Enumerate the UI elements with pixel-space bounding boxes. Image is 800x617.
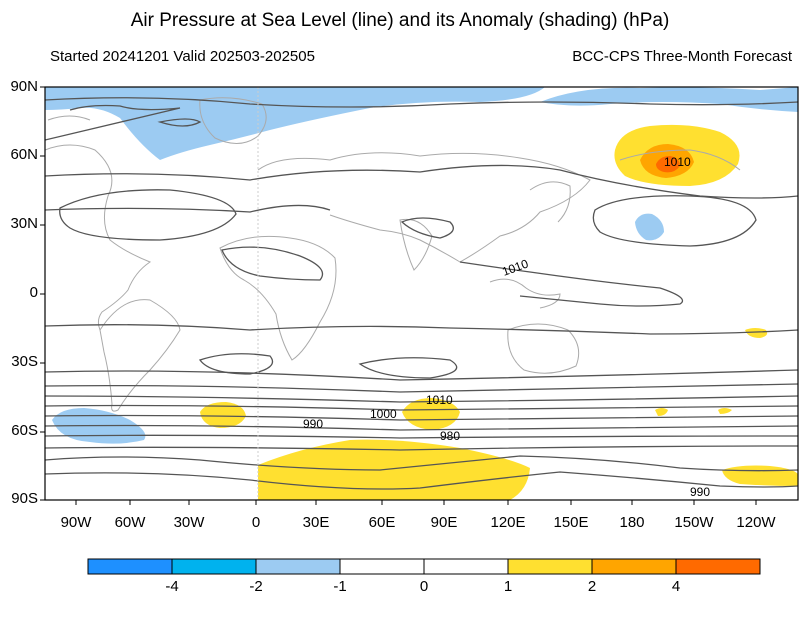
lon-label-90w: 90W [60, 514, 92, 531]
contour-label-980-south: 980 [440, 429, 460, 443]
lat-label-30n: 30N [10, 215, 38, 232]
contour-label-1000-south: 1000 [370, 407, 397, 421]
lat-label-60n: 60N [10, 146, 38, 163]
colorbar-label-4: 4 [671, 578, 681, 595]
chart-title: Air Pressure at Sea Level (line) and its… [130, 10, 670, 31]
lon-label-120w: 120W [736, 514, 776, 531]
lat-label-90s: 90S [11, 490, 38, 507]
contour-label-1010-south: 1010 [426, 393, 453, 407]
lat-ticks [40, 86, 45, 501]
lat-label-eq: 0 [29, 284, 38, 301]
colorbar-label-neg1: -1 [333, 578, 347, 595]
anomaly-core-red [656, 156, 680, 173]
colorbar-label-0: 0 [419, 578, 429, 595]
colorbar-box-0-1 [423, 558, 509, 575]
lon-label-30e: 30E [302, 514, 330, 531]
lat-label-30s: 30S [11, 353, 38, 370]
colorbar-box-2-1 [255, 558, 341, 575]
map-plot-area: 1010 1010 990 1000 1010 980 990 [45, 87, 798, 500]
colorbar-label-neg4: -4 [165, 578, 179, 595]
forecast-validity: Started 20241201 Valid 202503-202505 [50, 48, 315, 65]
colorbar-box-1-0 [339, 558, 425, 575]
lon-label-90e: 90E [430, 514, 458, 531]
lon-label-0: 0 [251, 514, 261, 531]
contour-label-990-south: 990 [303, 417, 323, 431]
lon-label-60w: 60W [114, 514, 146, 531]
lon-label-120e: 120E [490, 514, 526, 531]
lon-label-150e: 150E [553, 514, 589, 531]
forecast-source: BCC-CPS Three-Month Forecast [572, 48, 792, 65]
colorbar-box-4-2 [171, 558, 257, 575]
colorbar-box-gt-4 [675, 558, 761, 575]
contour-label-1010-pacific: 1010 [664, 155, 691, 169]
lon-label-180: 180 [619, 514, 645, 531]
contour-label-990-polar: 990 [690, 485, 710, 499]
colorbar-box-lt-4 [87, 558, 173, 575]
coastlines [45, 97, 741, 412]
lat-label-60s: 60S [11, 422, 38, 439]
lon-label-60e: 60E [368, 514, 396, 531]
colorbar-box-1-2 [507, 558, 593, 575]
colorbar-label-2: 2 [587, 578, 597, 595]
isobars [45, 97, 798, 490]
colorbar-label-neg2: -2 [249, 578, 263, 595]
lon-label-150w: 150W [674, 514, 714, 531]
lat-label-90n: 90N [10, 78, 38, 95]
lon-ticks [75, 500, 757, 505]
colorbar [87, 558, 761, 575]
colorbar-label-1: 1 [503, 578, 513, 595]
colorbar-box-2-4 [591, 558, 677, 575]
lon-label-30w: 30W [173, 514, 205, 531]
